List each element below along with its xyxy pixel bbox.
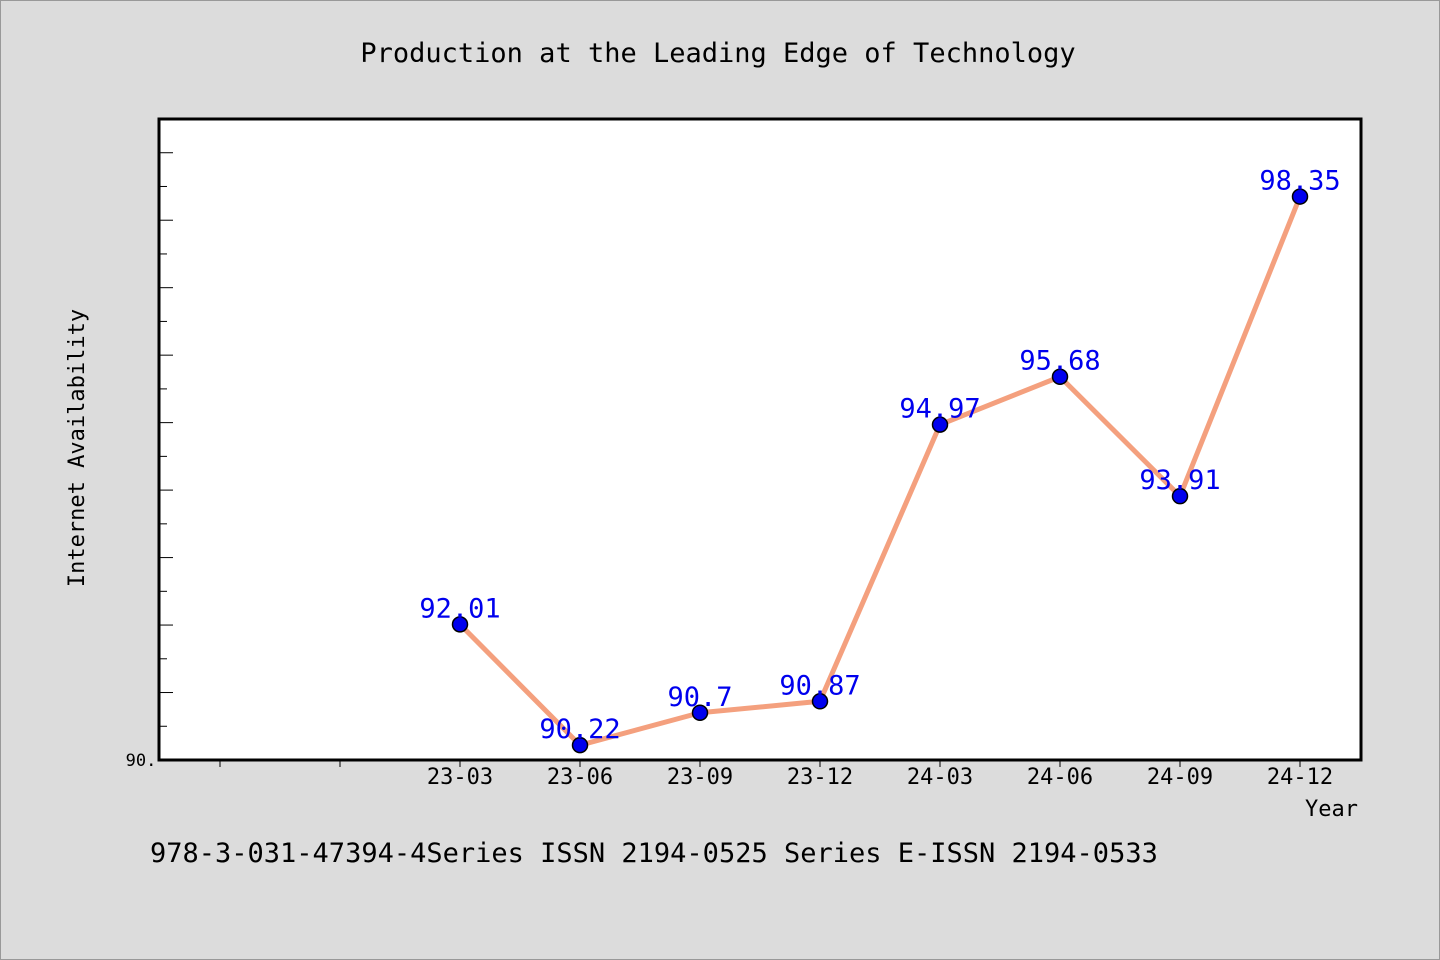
data-label: 98.35 [1259, 166, 1340, 197]
series-layer: 92.01 90.22 90.7 90.87 94.97 95.68 93.91 98.35 [419, 166, 1341, 754]
data-label: 92.01 [419, 593, 500, 624]
data-label: 90.22 [539, 714, 620, 745]
x-tick-label: 23-03 [427, 765, 493, 790]
x-tick-label: 23-09 [667, 765, 733, 790]
plot-area [157, 117, 1363, 762]
x-axis-label: Year [1305, 797, 1358, 822]
y-axis-label: Internet Availability [65, 309, 90, 587]
footer-text: 978-3-031-47394-4Series ISSN 2194-0525 S… [150, 838, 1158, 869]
x-tick-label: 23-12 [787, 765, 853, 790]
x-axis-ticks [219, 760, 1301, 767]
chart-title: Production at the Leading Edge of Techno… [360, 38, 1075, 69]
data-point [1051, 368, 1069, 385]
data-point [1291, 188, 1309, 205]
x-tick-label: 24-09 [1147, 765, 1213, 790]
data-point [451, 616, 469, 633]
data-label: 90.7 [667, 682, 732, 713]
x-tick-label: 23-06 [547, 765, 613, 790]
data-label: 95.68 [1019, 346, 1100, 377]
data-point [571, 736, 589, 754]
data-point [1171, 487, 1189, 505]
y-axis-ticks [159, 118, 173, 761]
x-tick-label: 24-03 [907, 765, 973, 790]
data-point [811, 693, 829, 710]
data-label: 90.87 [779, 670, 860, 701]
data-point [931, 416, 949, 433]
y-tick-label: 90. [126, 751, 157, 771]
data-label: 93.91 [1139, 465, 1220, 496]
data-point [691, 704, 709, 722]
x-tick-label: 24-12 [1267, 765, 1333, 790]
data-label: 94.97 [899, 394, 980, 425]
series-line [457, 194, 1303, 748]
x-tick-label: 24-06 [1027, 765, 1093, 790]
x-tick-labels: 23-03 23-06 23-09 23-12 24-03 24-06 24-09 24-12 [427, 765, 1333, 790]
